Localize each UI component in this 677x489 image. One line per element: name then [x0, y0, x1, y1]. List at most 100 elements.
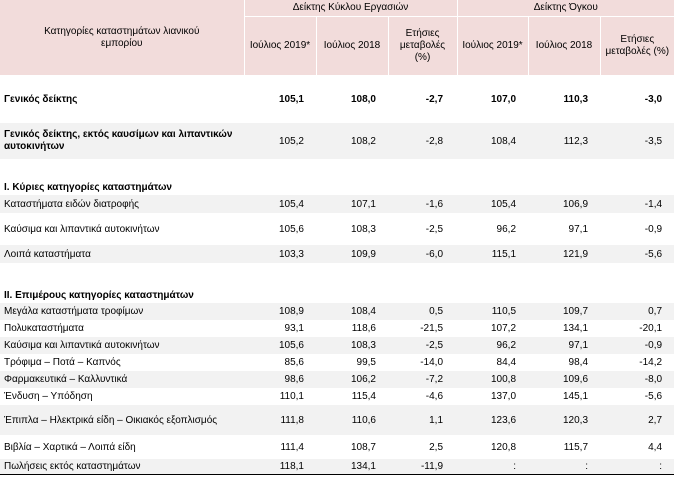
- cell-value: 109,9: [316, 245, 388, 263]
- volume-change-header: Ετήσιες μεταβολές (%): [600, 16, 675, 75]
- cell-value: -20,1: [639, 323, 663, 334]
- table-row: Γενικός δείκτης, εκτός καυσίμων και λιπα…: [0, 123, 675, 159]
- turnover-change-header: Ετήσιες μεταβολές (%): [388, 16, 458, 75]
- cell-value: 118,1: [244, 459, 316, 475]
- cell-value: 98,6: [244, 371, 316, 388]
- volume-july2018-header: Ιούλιος 2018: [528, 16, 601, 75]
- table-row: Έπιπλα – Ηλεκτρικά είδη – Οικιακός εξοπλ…: [0, 405, 675, 435]
- table-row: Φαρμακευτικά – Καλλυντικά 98,6 106,2 -7,…: [0, 371, 675, 388]
- cell-value: 108,2: [316, 123, 388, 159]
- cell-value: -7,2: [388, 371, 458, 388]
- cell-value: 121,9: [528, 245, 601, 263]
- cell-value: 106,2: [316, 371, 388, 388]
- table-row: Πολυκαταστήματα 93,1 118,6 -21,5 107,2 1…: [0, 320, 674, 337]
- cell-value: 109,7: [528, 303, 601, 320]
- cell-value: -14,2: [639, 357, 663, 368]
- row-label: Λοιπά καταστήματα: [0, 245, 244, 263]
- cell-value: 120,3: [528, 405, 601, 435]
- cell-value: :: [600, 459, 675, 475]
- cell-value: 108,9: [244, 303, 316, 320]
- cell-value: 2,7: [600, 405, 675, 435]
- cell-value: -5,6: [600, 245, 675, 263]
- cell-value: 2,5: [429, 441, 444, 453]
- cell-value: -3,0: [644, 93, 663, 105]
- table-row: Λοιπά καταστήματα 103,3 109,9 -6,0 115,1…: [0, 245, 675, 263]
- cell-value: -14,0: [420, 357, 444, 368]
- row-label: Καταστήματα ειδών διατροφής: [0, 195, 244, 213]
- category-column-header: Κατηγορίες καταστημάτων λιανικού εμπορίο…: [0, 0, 245, 75]
- cell-value: 105,6: [278, 223, 304, 235]
- cell-value: 110,6: [316, 405, 388, 435]
- cell-value: -4,6: [425, 391, 444, 402]
- cell-value: -1,6: [388, 195, 458, 213]
- cell-value: -2,8: [388, 123, 458, 159]
- cell-value: 105,4: [244, 195, 316, 213]
- cell-value: 106,9: [528, 195, 601, 213]
- cell-value: 118,6: [351, 323, 376, 334]
- cell-value: 93,1: [284, 323, 304, 334]
- turnover-index-header: Δείκτης Κύκλου Εργασιών: [244, 0, 458, 17]
- table-row: Βιβλία – Χαρτικά – Λοιπά είδη 111,4 108,…: [0, 435, 674, 459]
- cell-value: 108,7: [350, 441, 376, 453]
- table-row: Καύσιμα και λιπαντικά αυτοκινήτων 105,6 …: [0, 337, 675, 354]
- cell-value: -2,7: [425, 93, 444, 105]
- cell-value: 107,0: [490, 93, 517, 105]
- cell-value: 97,1: [528, 337, 601, 354]
- cell-value: 134,1: [316, 459, 388, 475]
- row-label: Βιβλία – Χαρτικά – Λοιπά είδη: [4, 441, 136, 453]
- cell-value: 84,4: [496, 357, 517, 368]
- cell-value: :: [457, 459, 529, 475]
- section-title-sub-categories: ΙΙ. Επιμέρους κατηγορίες καταστημάτων: [4, 289, 194, 301]
- cell-value: 115,4: [351, 391, 376, 402]
- cell-value: 97,1: [568, 223, 589, 235]
- cell-value: 111,4: [280, 441, 304, 453]
- cell-value: 110,3: [563, 93, 589, 105]
- row-label: Τρόφιμα – Ποτά – Καπνός: [4, 357, 121, 368]
- cell-value: 98,4: [568, 357, 589, 368]
- cell-value: 108,4: [316, 303, 388, 320]
- cell-value: -0,9: [600, 337, 675, 354]
- cell-value: 120,8: [490, 441, 517, 453]
- table-row: Πωλήσεις εκτός καταστημάτων 118,1 134,1 …: [0, 459, 675, 475]
- cell-value: 115,7: [563, 441, 589, 453]
- table-row: Μεγάλα καταστήματα τροφίμων 108,9 108,4 …: [0, 303, 675, 320]
- cell-value: 96,2: [496, 223, 517, 235]
- retail-index-table: Κατηγορίες καταστημάτων λιανικού εμπορίο…: [0, 0, 675, 475]
- cell-value: 0,7: [600, 303, 675, 320]
- row-label: Γενικός δείκτης: [4, 93, 78, 105]
- table-row: Καύσιμα και λιπαντικά αυτοκινήτων 105,6 …: [0, 221, 674, 237]
- table-row: Καταστήματα ειδών διατροφής 105,4 107,1 …: [0, 195, 675, 213]
- cell-value: 105,1: [278, 93, 304, 105]
- row-label: Ένδυση – Υπόδηση: [4, 391, 93, 402]
- cell-value: 134,1: [562, 323, 589, 334]
- cell-value: :: [528, 459, 601, 475]
- turnover-july2018-header: Ιούλιος 2018: [316, 16, 389, 75]
- cell-value: -11,9: [388, 459, 458, 475]
- cell-value: 123,6: [457, 405, 529, 435]
- cell-value: 108,4: [457, 123, 529, 159]
- volume-july2019-header: Ιούλιος 2019*: [457, 16, 529, 75]
- cell-value: -6,0: [388, 245, 458, 263]
- cell-value: 100,8: [457, 371, 529, 388]
- row-label: Γενικός δείκτης, εκτός καυσίμων και λιπα…: [0, 123, 244, 159]
- cell-value: -8,0: [600, 371, 675, 388]
- cell-value: -2,5: [388, 337, 458, 354]
- cell-value: 112,3: [528, 123, 601, 159]
- cell-value: 110,1: [279, 391, 304, 402]
- cell-value: 105,6: [244, 337, 316, 354]
- cell-value: 107,2: [490, 323, 517, 334]
- row-label: Καύσιμα και λιπαντικά αυτοκινήτων: [4, 223, 160, 235]
- row-label: Μεγάλα καταστήματα τροφίμων: [0, 303, 244, 320]
- cell-value: 1,1: [388, 405, 458, 435]
- row-label: Έπιπλα – Ηλεκτρικά είδη – Οικιακός εξοπλ…: [0, 405, 244, 435]
- cell-value: 109,6: [528, 371, 601, 388]
- row-label: Πωλήσεις εκτός καταστημάτων: [0, 459, 244, 475]
- cell-value: -5,6: [644, 391, 663, 402]
- cell-value: -2,5: [425, 223, 444, 235]
- turnover-july2019-header: Ιούλιος 2019*: [244, 16, 317, 75]
- table-row: Τρόφιμα – Ποτά – Καπνός 85,6 99,5 -14,0 …: [0, 354, 674, 371]
- cell-value: 111,8: [244, 405, 316, 435]
- cell-value: -3,5: [600, 123, 675, 159]
- cell-value: 99,5: [356, 357, 376, 368]
